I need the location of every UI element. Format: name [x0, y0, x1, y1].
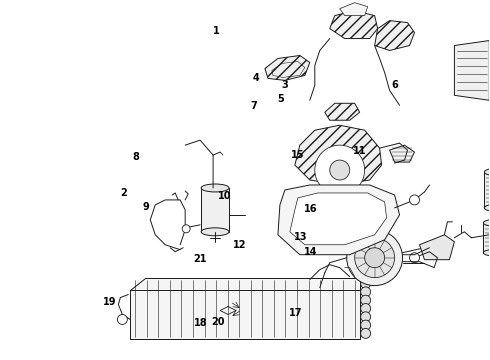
Text: 9: 9 [143, 202, 149, 212]
Polygon shape [130, 278, 360, 339]
Ellipse shape [483, 249, 490, 256]
Circle shape [361, 320, 370, 330]
Text: 1: 1 [213, 26, 220, 36]
Polygon shape [265, 55, 310, 80]
Text: 14: 14 [304, 247, 317, 257]
Circle shape [182, 225, 190, 233]
Circle shape [361, 303, 370, 314]
Text: 16: 16 [304, 204, 317, 214]
Polygon shape [484, 172, 490, 208]
Polygon shape [375, 21, 415, 50]
Ellipse shape [484, 204, 490, 212]
Circle shape [361, 328, 370, 338]
Circle shape [365, 248, 385, 268]
Text: 19: 19 [103, 297, 117, 307]
Text: 7: 7 [250, 102, 257, 112]
Polygon shape [295, 125, 382, 185]
Circle shape [361, 287, 370, 297]
Text: 10: 10 [218, 191, 232, 201]
Circle shape [118, 315, 127, 324]
Ellipse shape [201, 184, 229, 192]
Text: 20: 20 [211, 317, 224, 327]
Text: 15: 15 [292, 150, 305, 160]
Polygon shape [483, 223, 490, 253]
Circle shape [410, 253, 419, 263]
Circle shape [361, 312, 370, 322]
Circle shape [361, 295, 370, 305]
Text: 4: 4 [252, 73, 259, 83]
Text: 6: 6 [392, 80, 398, 90]
Polygon shape [330, 11, 378, 39]
Text: 8: 8 [133, 152, 140, 162]
Text: 18: 18 [194, 319, 207, 328]
Polygon shape [390, 145, 415, 162]
Text: 17: 17 [289, 308, 302, 318]
Text: 13: 13 [294, 232, 307, 242]
Text: 2: 2 [121, 188, 127, 198]
Ellipse shape [201, 228, 229, 236]
Ellipse shape [483, 219, 490, 226]
Circle shape [361, 279, 370, 289]
Polygon shape [201, 188, 229, 232]
Circle shape [410, 195, 419, 205]
Circle shape [355, 238, 394, 278]
Text: 11: 11 [352, 146, 366, 156]
Polygon shape [278, 185, 399, 255]
Polygon shape [340, 3, 368, 15]
Ellipse shape [484, 168, 490, 176]
Text: 21: 21 [194, 254, 207, 264]
Text: 12: 12 [233, 239, 246, 249]
Polygon shape [454, 41, 490, 100]
Polygon shape [325, 103, 360, 120]
Text: 3: 3 [282, 80, 289, 90]
Circle shape [315, 145, 365, 195]
Polygon shape [419, 235, 454, 260]
Circle shape [347, 230, 403, 285]
Text: 5: 5 [277, 94, 284, 104]
Polygon shape [290, 193, 387, 245]
Circle shape [330, 160, 350, 180]
